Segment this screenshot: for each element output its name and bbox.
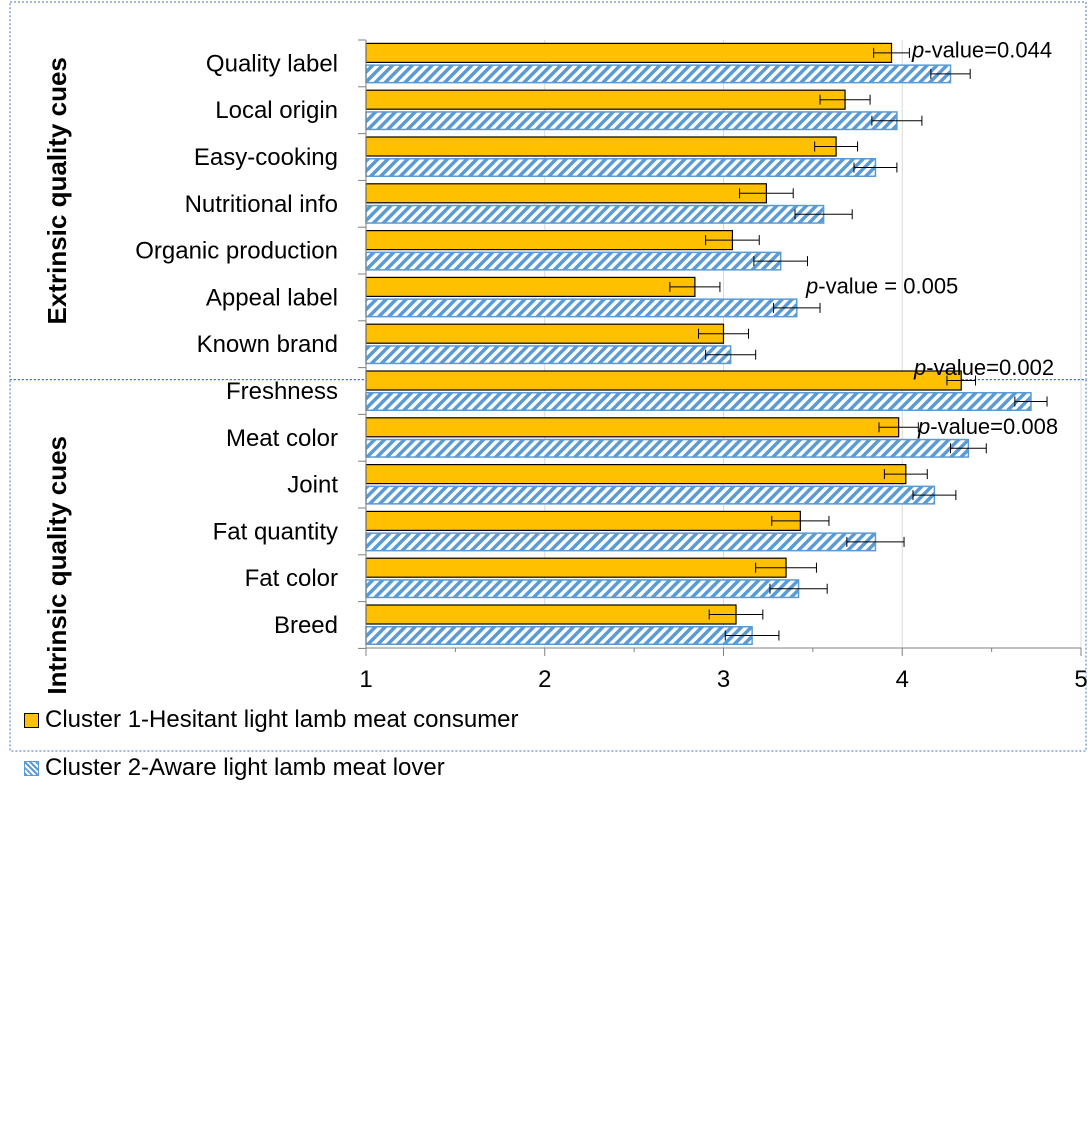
error-bar-cluster-2-organic-production — [753, 256, 809, 267]
error-bar-cluster-1-easy-cooking — [814, 141, 859, 152]
bar-cluster-1-freshness — [365, 370, 962, 391]
error-bar-cluster-2-nutritional-info — [794, 209, 853, 220]
group-label-intrinsic: Intrinsic quality cues — [42, 436, 72, 695]
error-bar-cluster-2-joint — [912, 490, 957, 501]
bar-cluster-2-fat-color — [365, 579, 800, 599]
category-label-breed: Breed — [274, 612, 338, 639]
x-tick-label: 1 — [359, 666, 372, 693]
x-tick-label: 4 — [896, 666, 909, 693]
bar-cluster-1-easy-cooking — [365, 136, 837, 157]
bar-cluster-1-fat-color — [365, 557, 787, 578]
error-bar-cluster-2-freshness — [1014, 396, 1048, 407]
category-label-freshness: Freshness — [226, 378, 338, 405]
bar-cluster-2-meat-color — [365, 438, 970, 458]
p-value-italic: p — [911, 37, 924, 62]
error-bar-cluster-1-joint — [883, 469, 928, 480]
p-value-text: -value = 0.005 — [818, 273, 958, 298]
p-value-annotation-appeal-label: p-value = 0.005 — [805, 273, 958, 298]
bar-cluster-1-appeal-label — [365, 276, 696, 297]
p-value-italic: p — [805, 273, 818, 298]
error-bar-cluster-2-fat-quantity — [846, 536, 905, 547]
x-tick-label: 5 — [1074, 666, 1087, 693]
error-bar-cluster-2-fat-color — [769, 583, 828, 594]
bar-cluster-2-known-brand — [365, 345, 732, 365]
bar-cluster-1-meat-color — [365, 417, 900, 438]
legend-label-cluster-2: Cluster 2-Aware light lamb meat lover — [45, 754, 445, 781]
error-bar-cluster-2-meat-color — [950, 443, 987, 454]
p-value-annotation-quality-label: p-value=0.044 — [911, 37, 1052, 62]
category-label-local-origin: Local origin — [215, 97, 338, 124]
category-label-joint: Joint — [287, 472, 338, 499]
bar-cluster-1-known-brand — [365, 323, 725, 344]
bar-cluster-1-joint — [365, 464, 907, 485]
bar-cluster-1-breed — [365, 604, 737, 625]
p-value-annotation-freshness: p-value=0.002 — [913, 355, 1054, 380]
bar-cluster-2-freshness — [365, 392, 1032, 411]
x-tick-label: 2 — [538, 666, 551, 693]
bar-cluster-2-fat-quantity — [365, 532, 877, 552]
bar-cluster-2-appeal-label — [365, 298, 798, 318]
legend-item-cluster-1: Cluster 1-Hesitant light lamb meat consu… — [24, 706, 519, 734]
bar-cluster-2-quality-label — [365, 64, 952, 84]
category-label-organic-production: Organic production — [135, 238, 338, 265]
category-label-fat-quantity: Fat quantity — [213, 518, 338, 545]
p-value-text: -value=0.008 — [930, 414, 1058, 439]
p-value-italic: p — [917, 414, 930, 439]
legend-item-cluster-2: Cluster 2-Aware light lamb meat lover — [24, 754, 445, 782]
error-bar-cluster-2-appeal-label — [773, 302, 821, 313]
group-frame-extrinsic — [9, 1, 1087, 381]
bar-cluster-2-local-origin — [365, 111, 898, 131]
error-bar-cluster-1-fat-color — [755, 562, 817, 573]
error-bar-cluster-1-breed — [708, 609, 764, 620]
p-value-text: -value=0.002 — [926, 355, 1054, 380]
bar-cluster-1-fat-quantity — [365, 510, 801, 531]
category-label-appeal-label: Appeal label — [206, 284, 338, 311]
error-bar-cluster-2-local-origin — [871, 115, 923, 126]
bar-cluster-1-local-origin — [365, 89, 846, 110]
bar-cluster-2-organic-production — [365, 251, 782, 271]
bar-cluster-1-organic-production — [365, 230, 734, 251]
error-bar-cluster-1-freshness — [946, 375, 977, 386]
error-bar-cluster-2-easy-cooking — [853, 162, 898, 173]
bar-cluster-2-easy-cooking — [365, 158, 877, 177]
category-label-fat-color: Fat color — [245, 565, 338, 592]
bar-cluster-1-nutritional-info — [365, 183, 767, 204]
category-label-known-brand: Known brand — [197, 331, 338, 358]
error-bar-cluster-1-meat-color — [878, 422, 919, 433]
p-value-annotation-meat-color: p-value=0.008 — [917, 414, 1058, 439]
error-bar-cluster-1-nutritional-info — [739, 188, 794, 199]
category-label-quality-label: Quality label — [206, 50, 338, 77]
group-label-extrinsic: Extrinsic quality cues — [42, 57, 72, 324]
error-bar-cluster-2-breed — [724, 630, 780, 641]
legend-swatch-cluster-1 — [24, 712, 39, 728]
error-bar-cluster-1-fat-quantity — [771, 515, 830, 526]
error-bar-cluster-1-quality-label — [873, 47, 910, 58]
p-value-text: -value=0.044 — [924, 37, 1052, 62]
p-value-italic: p — [913, 355, 926, 380]
category-label-meat-color: Meat color — [226, 425, 338, 452]
error-bar-cluster-2-quality-label — [930, 68, 971, 79]
error-bar-cluster-2-known-brand — [705, 349, 757, 360]
bar-cluster-2-joint — [365, 485, 936, 505]
bar-cluster-1-quality-label — [365, 42, 893, 64]
category-label-easy-cooking: Easy-cooking — [194, 144, 338, 171]
legend-swatch-cluster-2 — [24, 760, 39, 776]
legend-label-cluster-1: Cluster 1-Hesitant light lamb meat consu… — [45, 706, 519, 733]
error-bar-cluster-1-local-origin — [819, 94, 871, 105]
x-tick-label: 3 — [717, 666, 730, 693]
category-label-nutritional-info: Nutritional info — [185, 191, 338, 218]
bar-cluster-2-nutritional-info — [365, 204, 825, 224]
error-bar-cluster-1-appeal-label — [669, 281, 721, 292]
error-bar-cluster-1-organic-production — [705, 235, 760, 246]
error-bar-cluster-1-known-brand — [697, 328, 750, 339]
bar-cluster-2-breed — [365, 626, 753, 645]
